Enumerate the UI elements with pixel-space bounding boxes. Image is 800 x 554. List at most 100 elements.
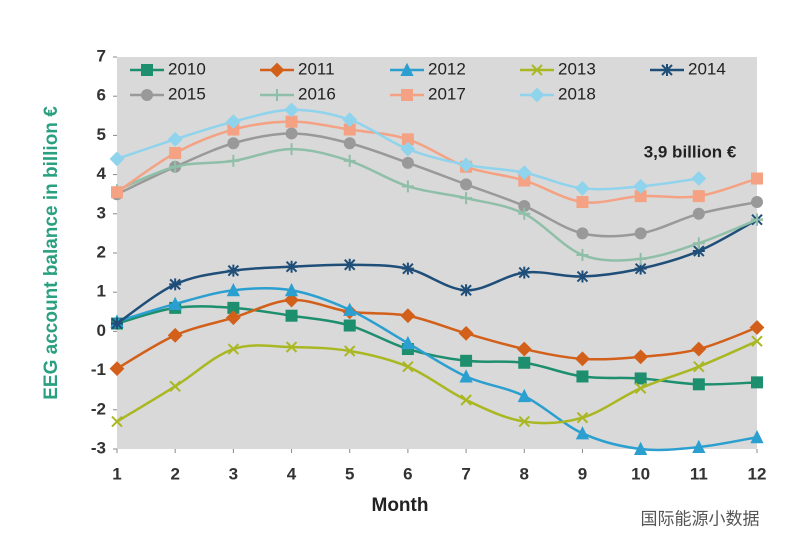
marker <box>458 325 474 341</box>
marker <box>751 172 763 185</box>
marker <box>401 262 414 275</box>
marker <box>167 327 183 343</box>
x-tick-label: 3 <box>229 464 238 483</box>
marker <box>634 262 647 275</box>
marker <box>751 196 763 209</box>
marker <box>168 296 182 310</box>
marker <box>575 351 590 367</box>
marker <box>751 335 763 347</box>
marker <box>633 178 649 194</box>
marker <box>226 283 240 297</box>
marker <box>529 87 545 103</box>
marker <box>343 154 356 167</box>
marker <box>169 380 181 392</box>
marker <box>634 252 647 265</box>
marker <box>459 369 473 383</box>
marker <box>575 180 590 196</box>
x-tick-label: 5 <box>345 464 354 483</box>
marker <box>400 141 416 157</box>
x-tick-label: 7 <box>461 464 470 483</box>
marker <box>343 319 356 332</box>
marker <box>460 394 472 406</box>
x-tick-label: 4 <box>287 464 297 483</box>
marker <box>576 270 589 283</box>
marker <box>691 341 707 357</box>
y-tick-label: -1 <box>91 360 106 379</box>
x-tick-label: 8 <box>520 464 529 483</box>
marker <box>576 248 589 261</box>
marker <box>225 310 241 326</box>
marker <box>692 237 705 250</box>
marker <box>400 308 416 324</box>
marker <box>343 137 356 150</box>
marker <box>402 360 414 373</box>
marker <box>518 356 531 369</box>
marker <box>692 190 705 203</box>
marker <box>111 186 123 199</box>
marker <box>225 114 241 130</box>
marker <box>285 127 298 140</box>
x-tick-label: 10 <box>631 464 650 483</box>
y-tick-label: 0 <box>97 321 106 340</box>
marker <box>227 264 240 277</box>
x-tick-label: 11 <box>690 464 708 483</box>
x-tick-label: 12 <box>748 464 767 483</box>
marker <box>109 151 125 167</box>
plot-area <box>117 57 757 449</box>
marker <box>575 426 590 440</box>
marker <box>285 115 298 128</box>
marker <box>343 302 357 316</box>
legend-label: 2013 <box>558 59 596 78</box>
marker <box>285 309 298 322</box>
legend-label: 2017 <box>428 84 466 103</box>
marker <box>227 137 240 150</box>
legend-label: 2016 <box>298 84 336 103</box>
marker <box>141 64 153 76</box>
y-tick-label: 5 <box>97 125 106 144</box>
marker <box>751 376 763 389</box>
y-tick-label: 4 <box>97 164 107 183</box>
y-tick-label: -2 <box>91 399 106 418</box>
marker <box>141 89 153 101</box>
marker <box>400 62 414 76</box>
marker <box>576 227 589 240</box>
marker <box>576 411 589 424</box>
marker <box>169 278 182 291</box>
annotation: 3,9 billion € <box>644 142 737 161</box>
legend-label: 2015 <box>168 84 206 103</box>
marker <box>576 370 589 383</box>
marker <box>691 171 707 186</box>
marker <box>518 415 530 428</box>
marker <box>692 245 705 258</box>
marker <box>692 439 706 454</box>
x-tick-label: 2 <box>170 464 179 483</box>
marker <box>401 180 414 193</box>
legend-label: 2012 <box>428 59 466 78</box>
marker <box>460 284 473 297</box>
marker <box>111 415 123 428</box>
marker <box>271 89 283 101</box>
marker <box>285 143 298 156</box>
y-tick-label: 2 <box>97 242 106 261</box>
marker <box>516 165 532 181</box>
marker <box>634 382 647 394</box>
marker <box>633 349 649 365</box>
marker <box>344 345 356 357</box>
marker <box>269 62 285 78</box>
legend-label: 2010 <box>168 59 206 78</box>
marker <box>227 154 240 167</box>
y-tick-label: 6 <box>97 86 106 105</box>
marker <box>749 320 765 335</box>
marker <box>342 112 358 128</box>
marker <box>661 64 673 76</box>
x-tick-label: 9 <box>578 464 587 483</box>
legend-label: 2011 <box>298 59 335 78</box>
marker <box>518 266 531 279</box>
marker <box>401 335 415 350</box>
y-tick-label: -3 <box>91 438 106 457</box>
watermark: 国际能源小数据 <box>641 509 760 528</box>
marker <box>284 283 299 297</box>
marker <box>169 147 182 160</box>
legend-label: 2014 <box>688 59 726 78</box>
